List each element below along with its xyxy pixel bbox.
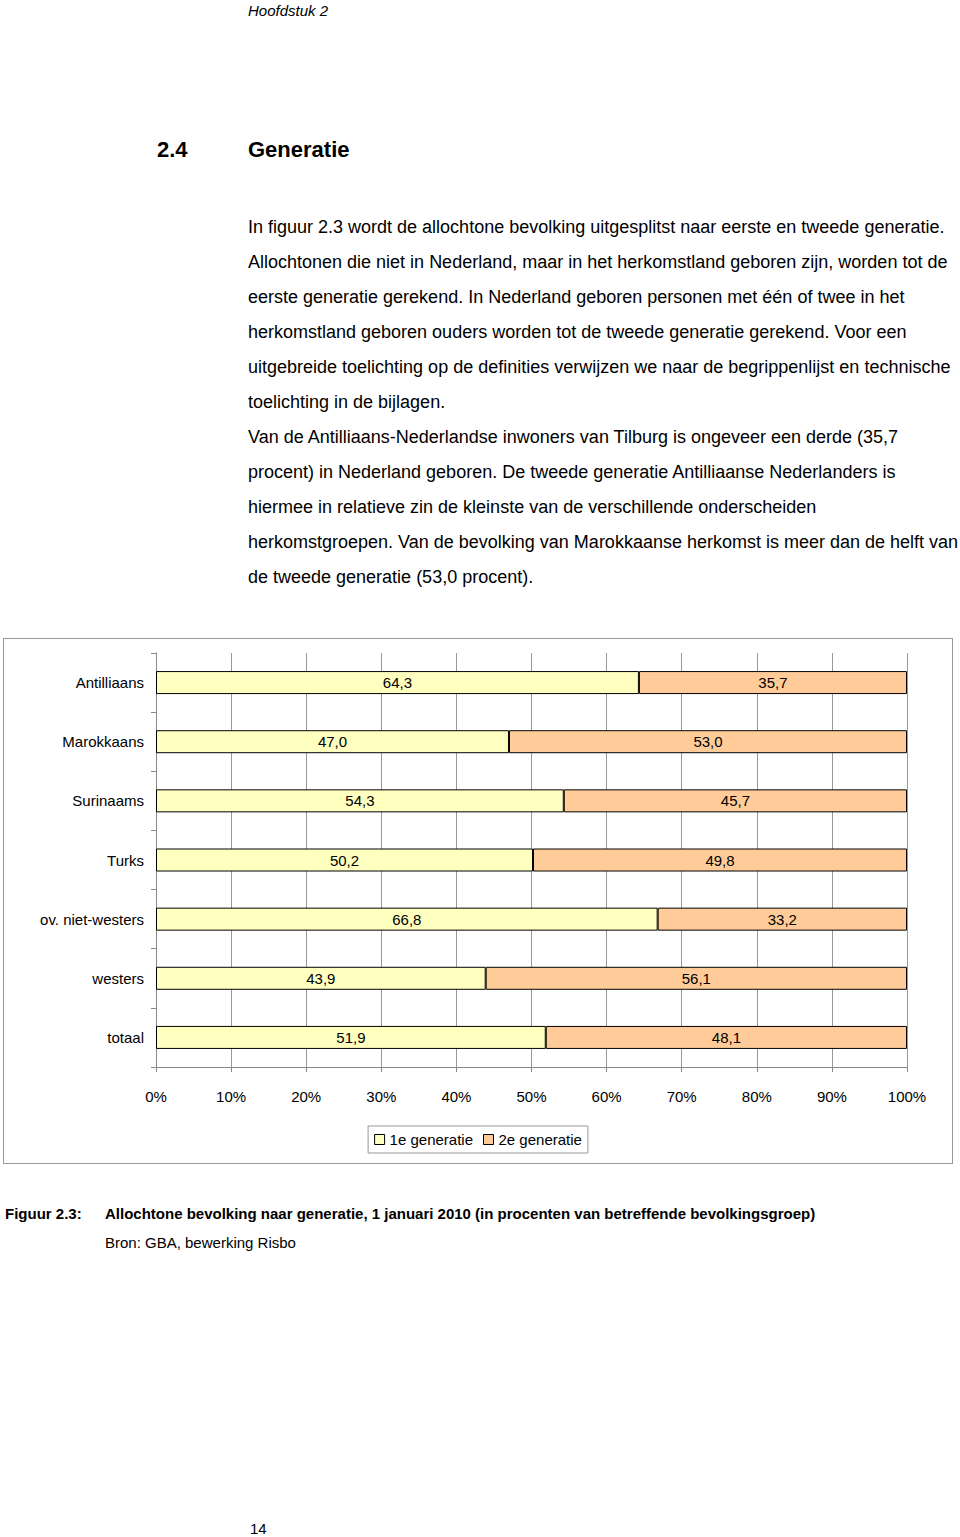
svg-text:53,0: 53,0 xyxy=(693,733,722,750)
svg-text:10%: 10% xyxy=(216,1088,246,1105)
svg-text:50%: 50% xyxy=(516,1088,546,1105)
svg-text:43,9: 43,9 xyxy=(306,970,335,987)
svg-text:Antilliaans: Antilliaans xyxy=(76,674,144,691)
svg-text:totaal: totaal xyxy=(107,1029,144,1046)
svg-text:50,2: 50,2 xyxy=(330,852,359,869)
html-text:Generatie: Generatie xyxy=(248,137,350,162)
html-text:Van de Antilliaans-Nederlandse: Van de Antilliaans-Nederlandse inwoners … xyxy=(248,427,959,587)
svg-text:49,8: 49,8 xyxy=(705,852,734,869)
svg-text:56,1: 56,1 xyxy=(682,970,711,987)
svg-text:20%: 20% xyxy=(291,1088,321,1105)
html-text:Figuur 2.3:: Figuur 2.3: xyxy=(5,1205,82,1222)
svg-text:48,1: 48,1 xyxy=(712,1029,741,1046)
svg-text:2e generatie: 2e generatie xyxy=(499,1131,582,1148)
svg-text:30%: 30% xyxy=(366,1088,396,1105)
html-text:2.4: 2.4 xyxy=(157,137,188,162)
svg-text:60%: 60% xyxy=(592,1088,622,1105)
html-text:14: 14 xyxy=(250,1520,267,1537)
html-text:Hoofdstuk 2: Hoofdstuk 2 xyxy=(248,2,328,19)
svg-text:54,3: 54,3 xyxy=(345,792,374,809)
svg-text:Surinaams: Surinaams xyxy=(72,792,144,809)
svg-text:47,0: 47,0 xyxy=(318,733,347,750)
svg-text:1e generatie: 1e generatie xyxy=(390,1131,473,1148)
svg-text:33,2: 33,2 xyxy=(768,911,797,928)
svg-text:0%: 0% xyxy=(145,1088,167,1105)
svg-text:51,9: 51,9 xyxy=(336,1029,365,1046)
svg-text:45,7: 45,7 xyxy=(721,792,750,809)
html-text:Bron: GBA, bewerking Risbo: Bron: GBA, bewerking Risbo xyxy=(105,1234,296,1251)
svg-text:Marokkaans: Marokkaans xyxy=(62,733,144,750)
svg-text:Turks: Turks xyxy=(107,852,144,869)
svg-text:40%: 40% xyxy=(441,1088,471,1105)
svg-text:westers: westers xyxy=(91,970,144,987)
svg-text:64,3: 64,3 xyxy=(383,674,412,691)
svg-text:ov. niet-westers: ov. niet-westers xyxy=(40,911,144,928)
svg-text:80%: 80% xyxy=(742,1088,772,1105)
svg-text:66,8: 66,8 xyxy=(392,911,421,928)
svg-text:90%: 90% xyxy=(817,1088,847,1105)
html-text:Allochtone bevolking naar gene: Allochtone bevolking naar generatie, 1 j… xyxy=(105,1205,816,1222)
svg-text:100%: 100% xyxy=(888,1088,926,1105)
svg-text:70%: 70% xyxy=(667,1088,697,1105)
svg-text:35,7: 35,7 xyxy=(758,674,787,691)
html-text:In figuur 2.3 wordt de allocht: In figuur 2.3 wordt de allochtone bevolk… xyxy=(248,217,951,412)
